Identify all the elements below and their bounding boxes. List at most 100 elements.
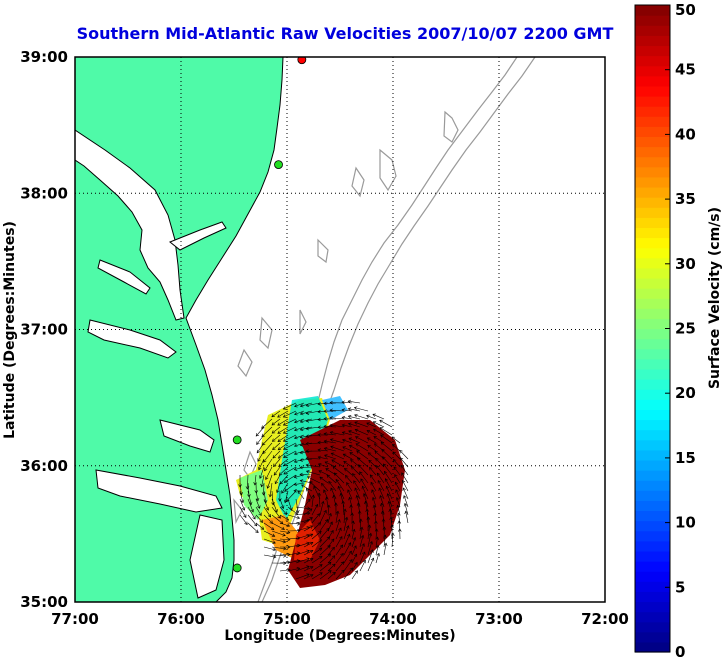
velocity-vector [279, 530, 290, 534]
velocity-vector [303, 517, 313, 524]
colorbar-segment [635, 409, 670, 421]
velocity-vector-head [366, 429, 371, 434]
colorbar-segment [635, 35, 670, 47]
velocity-vector [324, 447, 337, 452]
velocity-vector-head [276, 489, 280, 494]
velocity-vector [279, 561, 290, 564]
velocity-vector-head [240, 499, 245, 504]
velocity-vector-head [266, 485, 270, 489]
velocity-vector [388, 501, 393, 516]
colorbar-segment [635, 126, 670, 138]
velocity-vector [383, 543, 387, 556]
velocity-vector-head [382, 456, 386, 460]
velocity-vector [287, 537, 300, 540]
velocity-vector [380, 441, 393, 452]
velocity-vector-head [364, 500, 368, 505]
velocity-vector-head [386, 493, 391, 497]
velocity-vector [265, 466, 273, 480]
velocity-vector [300, 402, 313, 407]
velocity-vector [301, 484, 313, 492]
velocity-vector-head [257, 458, 261, 462]
velocity-vector-head [238, 484, 242, 488]
velocity-vector-head [258, 466, 262, 471]
colorbar-segment [635, 277, 670, 289]
velocity-vector-head [349, 504, 353, 508]
velocity-vector-head [318, 530, 322, 535]
velocity-vector [324, 433, 337, 436]
velocity-vector-head [396, 504, 400, 509]
velocity-vector [359, 551, 366, 564]
colorbar-segment [635, 85, 670, 97]
velocity-vector [379, 427, 393, 436]
velocity-vector [294, 450, 305, 455]
velocity-vector [367, 445, 377, 452]
velocity-vector-head [317, 417, 321, 422]
velocity-vector [375, 458, 385, 468]
colorbar-tick-label: 30 [675, 255, 696, 273]
colorbar-segment [635, 449, 670, 461]
velocity-vector [348, 437, 361, 444]
velocity-vector-head [347, 407, 352, 411]
velocity-vector-head [359, 526, 364, 531]
velocity-vector [247, 522, 259, 533]
velocity-vector-head [327, 561, 332, 566]
lon-tick-label: 72:00 [581, 610, 629, 628]
velocity-vector-head [348, 444, 353, 449]
velocity-vector [279, 498, 284, 509]
lon-tick-label: 76:00 [157, 610, 205, 628]
velocity-vector-head [348, 430, 352, 434]
velocity-vector-head [383, 534, 387, 538]
velocity-vector-head [339, 492, 343, 497]
velocity-vector [376, 472, 385, 484]
velocity-vector-head [293, 482, 298, 487]
velocity-vector-head [308, 508, 313, 512]
velocity-vector-head [366, 414, 370, 419]
velocity-vector-head [274, 509, 278, 513]
velocity-vector [279, 554, 291, 556]
velocity-vector-head [283, 479, 288, 483]
velocity-vector-head [334, 502, 338, 506]
velocity-vector-head [374, 450, 378, 455]
velocity-vector-head [353, 545, 357, 549]
velocity-vector-head [365, 508, 369, 512]
velocity-vector-head [371, 489, 375, 493]
velocity-vector [297, 490, 305, 500]
velocity-vector [269, 482, 273, 497]
velocity-vector-head [323, 432, 327, 436]
velocity-vector-head [354, 421, 358, 425]
velocity-vector-head [277, 455, 282, 459]
velocity-vector-head [329, 438, 334, 442]
velocity-vector-head [271, 438, 276, 442]
velocity-vector-head [318, 470, 322, 474]
colorbar-segment [635, 530, 670, 542]
velocity-vector [373, 436, 385, 444]
colorbar-segment [635, 611, 670, 623]
velocity-vector-head [341, 408, 345, 412]
velocity-vector-head [362, 559, 366, 564]
velocity-vector [294, 474, 305, 478]
velocity-vector-head [357, 510, 362, 514]
velocity-vector [346, 482, 353, 492]
velocity-vector-head [272, 455, 276, 459]
velocity-vector-head [305, 470, 310, 474]
velocity-vector-head [397, 520, 402, 524]
velocity-vector [342, 431, 353, 436]
velocity-vector-head [299, 472, 303, 477]
velocity-vector-head [271, 413, 275, 418]
velocity-vector [295, 542, 310, 548]
velocity-vector [334, 472, 345, 484]
velocity-vector [343, 559, 353, 572]
velocity-vector [327, 547, 335, 556]
velocity-vector-head [323, 447, 328, 451]
velocity-vector [255, 426, 265, 437]
velocity-vector [263, 546, 276, 551]
velocity-vector-head [391, 436, 396, 440]
velocity-vector [342, 501, 345, 516]
velocity-vector-head [294, 419, 298, 424]
velocity-vector-head [375, 544, 380, 549]
velocity-vector [294, 418, 305, 423]
velocity-vector [319, 528, 330, 540]
lat-tick-label: 37:00 [20, 321, 68, 339]
colorbar-segment [635, 257, 670, 269]
velocity-vector-head [283, 561, 287, 566]
